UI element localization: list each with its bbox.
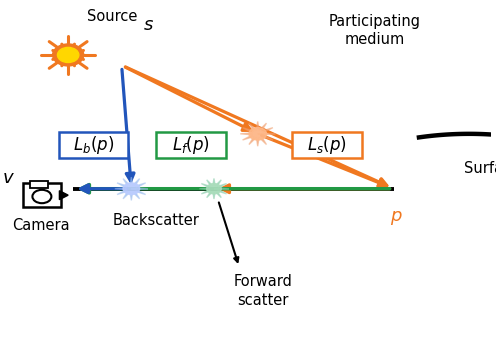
FancyBboxPatch shape (156, 132, 226, 158)
Polygon shape (115, 177, 148, 201)
Polygon shape (199, 178, 229, 199)
FancyBboxPatch shape (59, 132, 128, 158)
Circle shape (32, 190, 52, 203)
FancyBboxPatch shape (30, 181, 48, 188)
Text: Backscatter: Backscatter (112, 213, 199, 228)
Text: Participating
medium: Participating medium (328, 14, 421, 47)
Text: $L_f(p)$: $L_f(p)$ (172, 134, 210, 156)
Text: Source: Source (87, 9, 137, 24)
Text: $L_s(p)$: $L_s(p)$ (307, 134, 347, 156)
Polygon shape (240, 121, 275, 146)
Text: $p$: $p$ (390, 209, 403, 227)
Text: $L_b(p)$: $L_b(p)$ (73, 134, 114, 156)
Circle shape (249, 128, 266, 140)
Text: Surface: Surface (464, 161, 496, 176)
Text: Camera: Camera (12, 218, 70, 233)
Circle shape (58, 47, 79, 63)
Circle shape (53, 44, 84, 66)
Circle shape (207, 183, 221, 194)
Text: $s$: $s$ (143, 16, 154, 34)
Text: $v$: $v$ (2, 169, 15, 188)
FancyBboxPatch shape (292, 132, 362, 158)
FancyBboxPatch shape (23, 183, 61, 207)
Circle shape (123, 183, 139, 195)
Polygon shape (60, 191, 68, 199)
Text: Forward
scatter: Forward scatter (233, 274, 292, 308)
